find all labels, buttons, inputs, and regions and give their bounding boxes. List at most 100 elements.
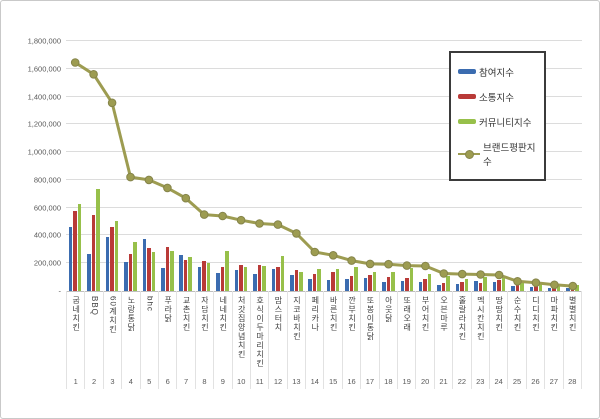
reputation-marker bbox=[384, 259, 393, 269]
bar-소통지수 bbox=[534, 285, 538, 291]
legend-item-reputation: 브랜드평판지수 bbox=[458, 140, 537, 168]
category-rank-number: 13 bbox=[292, 377, 301, 386]
bar-소통지수 bbox=[368, 275, 372, 291]
bar-group bbox=[287, 41, 305, 291]
bar-참여지수 bbox=[234, 270, 239, 291]
category-label: bhc bbox=[145, 296, 154, 312]
bar-group bbox=[121, 41, 139, 291]
category-label: 페리카나 bbox=[310, 296, 319, 332]
bar-커뮤니티지수 bbox=[317, 268, 321, 291]
y-tick-label: 400,000 bbox=[33, 230, 61, 240]
x-category-cell: 마파치킨 27 bbox=[545, 291, 564, 389]
gridline bbox=[66, 206, 582, 208]
bar-소통지수 bbox=[460, 281, 464, 291]
category-rank-number: 24 bbox=[494, 377, 503, 386]
category-rank-number: 28 bbox=[568, 377, 577, 386]
x-category-cell: 처갓집양념치킨 10 bbox=[233, 291, 251, 389]
reputation-marker bbox=[347, 256, 356, 265]
bar-참여지수 bbox=[308, 278, 312, 291]
category-label: 맘스터치 bbox=[273, 296, 282, 332]
x-category-cell: 디디치킨 26 bbox=[527, 291, 546, 389]
category-rank-number: 26 bbox=[531, 377, 540, 386]
reputation-line bbox=[74, 61, 573, 288]
bar-참여지수 bbox=[363, 277, 368, 291]
legend-item-participation: 참여지수 bbox=[458, 65, 537, 79]
x-category-cell: 호식이두마리치킨 11 bbox=[251, 291, 270, 389]
bar-group bbox=[195, 41, 213, 291]
x-category-cell: 네네치킨 9 bbox=[214, 291, 233, 389]
bar-참여지수 bbox=[124, 262, 128, 291]
category-label: 깐부치킨 bbox=[347, 296, 356, 332]
category-rank-number: 18 bbox=[384, 377, 393, 386]
bar-참여지수 bbox=[216, 272, 220, 291]
bar-커뮤니티지수 bbox=[446, 275, 450, 291]
bar-커뮤니티지수 bbox=[391, 271, 395, 291]
bar-커뮤니티지수 bbox=[335, 268, 340, 291]
category-label: 지코바치킨 bbox=[292, 296, 301, 341]
bar-참여지수 bbox=[345, 278, 349, 291]
category-rank-number: 22 bbox=[457, 377, 467, 386]
x-category-cell: 지코바치킨 13 bbox=[288, 291, 307, 389]
gridline bbox=[66, 40, 582, 41]
category-label: 땅땅치킨 bbox=[494, 296, 503, 332]
bar-참여지수 bbox=[455, 283, 460, 291]
reputation-marker bbox=[494, 270, 504, 280]
category-rank-number: 21 bbox=[439, 377, 448, 386]
reputation-marker bbox=[218, 211, 227, 221]
reputation-line-series bbox=[70, 58, 578, 291]
category-label: 마파치킨 bbox=[549, 296, 558, 332]
bar-group bbox=[232, 41, 250, 291]
bar-소통지수 bbox=[239, 264, 243, 291]
communication-swatch-icon bbox=[458, 94, 476, 99]
category-rank-number: 2 bbox=[92, 377, 97, 386]
bar-참여지수 bbox=[271, 269, 276, 291]
bar-참여지수 bbox=[68, 227, 73, 291]
category-label: 부어치킨 bbox=[421, 296, 430, 332]
bar-group bbox=[269, 41, 287, 291]
reputation-marker bbox=[107, 98, 117, 108]
bar-소통지수 bbox=[349, 275, 354, 291]
x-category-cell: 바른치킨 15 bbox=[324, 291, 343, 389]
y-tick-label: 1,200,000 bbox=[27, 119, 61, 129]
bar-소통지수 bbox=[220, 266, 225, 291]
bar-group bbox=[324, 41, 342, 291]
bar-참여지수 bbox=[529, 286, 533, 291]
category-rank-number: 1 bbox=[73, 377, 78, 386]
bar-group bbox=[453, 41, 471, 291]
legend-item-communication: 소통지수 bbox=[458, 90, 537, 104]
category-label: 디디치킨 bbox=[531, 296, 540, 332]
reputation-marker bbox=[365, 259, 375, 269]
category-label: 오븐마루 bbox=[439, 296, 448, 332]
category-rank-number: 4 bbox=[128, 377, 133, 386]
x-axis: 굽네치킨 1 BBQ 2 60계치킨 3 노랑통닭 4 bhc 5 푸라닭 6 교촌치킨 7 자담치킨 8 네네… bbox=[66, 291, 582, 389]
participation-swatch-icon bbox=[458, 69, 476, 74]
bar-참여지수 bbox=[400, 280, 405, 291]
category-rank-number: 9 bbox=[220, 377, 225, 386]
bar-group bbox=[527, 41, 545, 291]
bar-소통지수 bbox=[405, 277, 409, 291]
category-label: 순수치킨 bbox=[513, 296, 522, 332]
x-category-cell: 자담치킨 8 bbox=[196, 291, 215, 389]
category-label: 처갓집양념치킨 bbox=[237, 296, 246, 359]
gridline bbox=[66, 123, 582, 125]
category-rank-number: 8 bbox=[202, 377, 207, 386]
bar-소통지수 bbox=[294, 269, 299, 291]
bar-커뮤니티지수 bbox=[114, 220, 119, 291]
category-label: 훌랄라치킨 bbox=[457, 296, 466, 341]
bar-참여지수 bbox=[382, 282, 386, 291]
reputation-marker bbox=[126, 172, 135, 182]
x-category-cell: 부어치킨 20 bbox=[416, 291, 435, 389]
bar-참여지수 bbox=[290, 275, 294, 291]
bar-커뮤니티지수 bbox=[96, 188, 100, 291]
bar-참여지수 bbox=[197, 266, 202, 291]
bar-group bbox=[361, 41, 379, 291]
category-label: 멕시칸치킨 bbox=[476, 296, 485, 341]
bar-소통지수 bbox=[331, 271, 335, 291]
bar-참여지수 bbox=[547, 287, 552, 291]
bar-커뮤니티지수 bbox=[483, 276, 487, 291]
bar-group bbox=[398, 41, 416, 291]
y-tick-label: 1,400,000 bbox=[27, 92, 61, 102]
category-label: 아웃닭 bbox=[384, 296, 393, 323]
bar-커뮤니티지수 bbox=[520, 281, 524, 291]
